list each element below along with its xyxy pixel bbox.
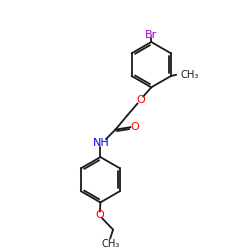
Text: O: O	[96, 210, 104, 220]
Text: CH₃: CH₃	[101, 240, 119, 250]
Text: O: O	[136, 95, 145, 105]
Text: O: O	[130, 122, 139, 132]
Text: NH: NH	[93, 138, 110, 148]
Text: CH₃: CH₃	[181, 70, 199, 80]
Text: Br: Br	[145, 30, 158, 40]
